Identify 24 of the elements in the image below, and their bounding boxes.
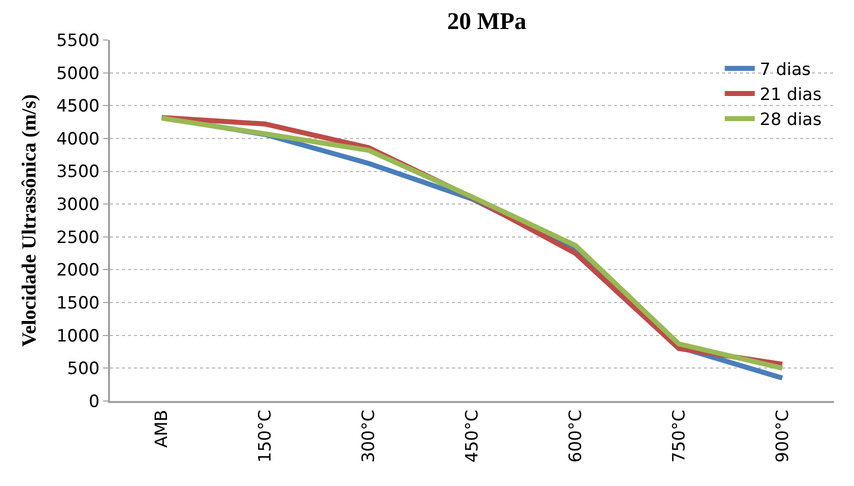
y-tick-label: 1000 [56,326,100,346]
y-tick-label: 2000 [56,260,100,281]
y-tick-label: 4000 [56,129,100,150]
x-tick-label: 300°C [359,410,380,463]
legend-label: 28 dias [760,110,822,130]
x-tick-label: AMB [152,410,172,448]
y-tick-label: 5000 [56,64,100,84]
x-tick-label: 600°C [566,410,586,463]
x-tick-label: 150°C [256,410,276,463]
chart-title: 20 MPa [447,8,526,35]
y-tick-label: 1500 [56,294,100,314]
y-tick-label: 3500 [56,162,100,182]
x-tick-label: 450°C [462,410,483,463]
y-tick-label: 2500 [56,228,100,248]
y-tick-label: 500 [67,359,100,380]
x-tick-label: 900°C [772,410,793,463]
y-tick-label: 3000 [56,195,100,216]
y-tick-label: 4500 [56,96,100,117]
y-tick-label: 5500 [56,30,100,51]
legend-label: 7 dias [760,60,811,80]
y-tick-label: 0 [88,392,100,412]
y-axis-title: Velocidade Ultrassônica (m/s) [18,94,40,347]
x-tick-label: 750°C [669,410,690,463]
legend-label: 21 dias [760,85,822,106]
